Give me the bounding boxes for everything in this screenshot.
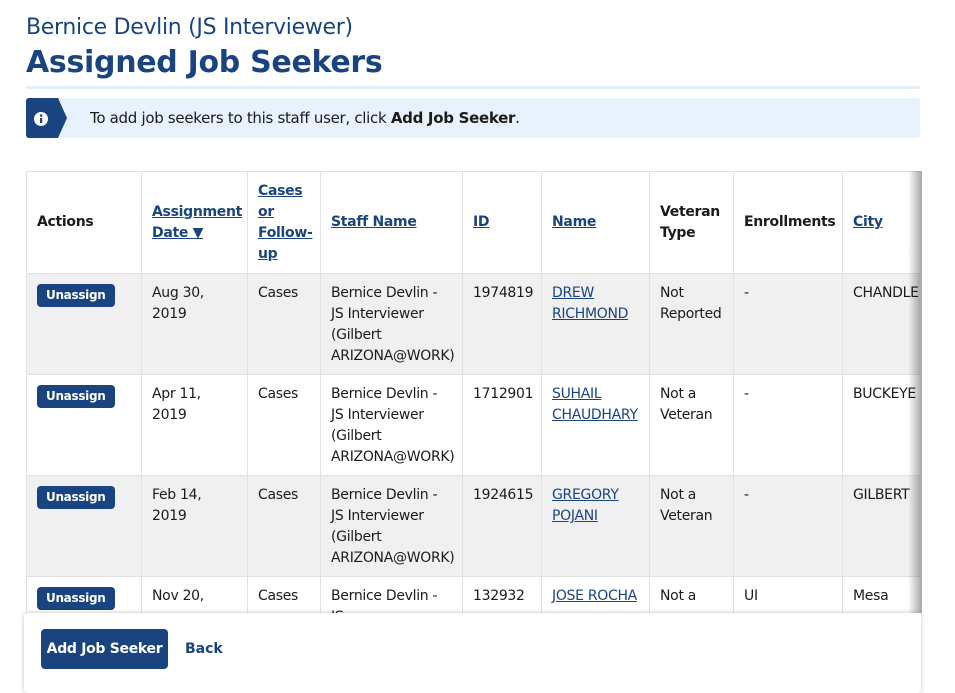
sort-link[interactable]: ID	[473, 214, 490, 230]
cell-text: 132932	[473, 588, 525, 604]
job-seekers-table: Actions Assignment Date ▼ Cases or Follow-…	[26, 171, 920, 678]
cell-text: CHANDLER	[853, 285, 920, 301]
alert-message: To add job seekers to this staff user, c…	[90, 108, 520, 128]
add-job-seeker-button[interactable]: Add Job Seeker	[41, 629, 168, 669]
page-title: Assigned Job Seekers	[26, 45, 383, 80]
table-container: Actions Assignment Date ▼ Cases or Follow-…	[26, 171, 920, 681]
column-header: Enrollments	[733, 171, 843, 274]
table-row: Unassign Apr 11, 2019 Cases Bernice Devlin …	[26, 374, 920, 476]
table-cell: Unassign	[26, 475, 142, 577]
table-cell: 1712901	[462, 374, 542, 476]
cell-text: GILBERT	[853, 487, 910, 503]
table-cell: -	[733, 475, 843, 577]
title-rule	[26, 86, 920, 89]
table-cell: Bernice Devlin - JS Interviewer (Gilbert…	[320, 374, 463, 476]
page-subtitle: Bernice Devlin (JS Interviewer)	[26, 15, 353, 40]
cell-text: -	[744, 386, 749, 402]
column-header: Cases or Follow-up	[247, 171, 321, 274]
table-cell: GILBERT	[842, 475, 920, 577]
cell-text: 1974819	[473, 285, 534, 301]
column-header: Actions	[26, 171, 142, 274]
unassign-button[interactable]: Unassign	[37, 587, 115, 610]
table-cell: GREGORY POJANI	[541, 475, 650, 577]
column-header: Veteran Type	[649, 171, 734, 274]
table-cell: Bernice Devlin - JS Interviewer (Gilbert…	[320, 475, 463, 577]
table-row: Unassign Aug 30, 2019 Cases Bernice Devlin …	[26, 273, 920, 375]
header-label: Veteran Type	[660, 203, 720, 241]
column-header: ID	[462, 171, 542, 274]
table-cell: Feb 14, 2019	[141, 475, 248, 577]
table-cell: Unassign	[26, 374, 142, 476]
header-row: Actions Assignment Date ▼ Cases or Follow-…	[26, 171, 920, 274]
scroll-shadow	[908, 171, 922, 613]
cell-text: 1712901	[473, 386, 534, 402]
alert-text-end: .	[515, 109, 520, 127]
sort-link[interactable]: Cases or Follow-up	[258, 182, 313, 262]
table-cell: Aug 30, 2019	[141, 273, 248, 375]
unassign-button[interactable]: Unassign	[37, 284, 115, 307]
unassign-button[interactable]: Unassign	[37, 385, 115, 408]
sort-link[interactable]: City	[853, 214, 883, 230]
column-header: Name	[541, 171, 650, 274]
cell-text: Bernice Devlin - JS Interviewer (Gilbert…	[331, 487, 455, 566]
cell-text: Mesa	[853, 588, 889, 604]
table-cell: CHANDLER	[842, 273, 920, 375]
table-cell: Cases	[247, 374, 321, 476]
cell-text: Not a	[660, 588, 697, 604]
cell-text: Apr 11, 2019	[152, 386, 201, 423]
cell-text: Aug 30, 2019	[152, 285, 204, 322]
header-label: Enrollments	[744, 214, 836, 230]
sort-link[interactable]: Staff Name	[331, 214, 417, 230]
cell-text: Cases	[258, 285, 299, 301]
cell-text: Cases	[258, 487, 299, 503]
table-cell: Cases	[247, 475, 321, 577]
cell-text: -	[744, 285, 749, 301]
cell-text: -	[744, 487, 749, 503]
cell-text: Not a Veteran	[660, 386, 713, 423]
cell-text: BUCKEYE	[853, 386, 916, 402]
table-row: Unassign Feb 14, 2019 Cases Bernice Devlin …	[26, 475, 920, 577]
name-link[interactable]: JOSE ROCHA	[552, 588, 637, 604]
table-cell: SUHAIL CHAUDHARY	[541, 374, 650, 476]
cell-text: Bernice Devlin - JS Interviewer (Gilbert…	[331, 285, 455, 364]
footer-bar: Add Job Seeker Back	[24, 613, 921, 693]
cell-text: UI	[744, 588, 758, 604]
info-alert: To add job seekers to this staff user, c…	[26, 98, 920, 138]
table-cell: -	[733, 374, 843, 476]
table-cell: DREW RICHMOND	[541, 273, 650, 375]
column-header: City	[842, 171, 920, 274]
alert-text: To add job seekers to this staff user, c…	[90, 109, 391, 127]
cell-text: Bernice Devlin - JS Interviewer (Gilbert…	[331, 386, 455, 465]
sort-link[interactable]: Name	[552, 214, 597, 230]
column-header: Assignment Date ▼	[141, 171, 248, 274]
table-cell: Apr 11, 2019	[141, 374, 248, 476]
table-cell: 1974819	[462, 273, 542, 375]
table-cell: Cases	[247, 273, 321, 375]
table-cell: Not a Veteran	[649, 374, 734, 476]
cell-text: 1924615	[473, 487, 534, 503]
name-link[interactable]: DREW RICHMOND	[552, 285, 629, 322]
table-cell: Not a Veteran	[649, 475, 734, 577]
table-cell: -	[733, 273, 843, 375]
back-link[interactable]: Back	[185, 641, 223, 657]
cell-text: Feb 14, 2019	[152, 487, 202, 524]
cell-text: Cases	[258, 588, 299, 604]
name-link[interactable]: GREGORY POJANI	[552, 487, 619, 524]
cell-text: Not a Veteran	[660, 487, 713, 524]
alert-icon	[34, 98, 67, 138]
sort-link[interactable]: Assignment Date ▼	[152, 203, 243, 241]
table-cell: Not Reported	[649, 273, 734, 375]
cell-text: Not Reported	[660, 285, 722, 322]
alert-bold: Add Job Seeker	[390, 109, 516, 127]
table-cell: 1924615	[462, 475, 542, 577]
header-label: Actions	[37, 214, 94, 230]
name-link[interactable]: SUHAIL CHAUDHARY	[552, 386, 638, 423]
column-header: Staff Name	[320, 171, 463, 274]
cell-text: Cases	[258, 386, 299, 402]
cell-text: Nov 20,	[152, 588, 204, 604]
table-cell: Unassign	[26, 273, 142, 375]
table-cell: Bernice Devlin - JS Interviewer (Gilbert…	[320, 273, 463, 375]
unassign-button[interactable]: Unassign	[37, 486, 115, 509]
